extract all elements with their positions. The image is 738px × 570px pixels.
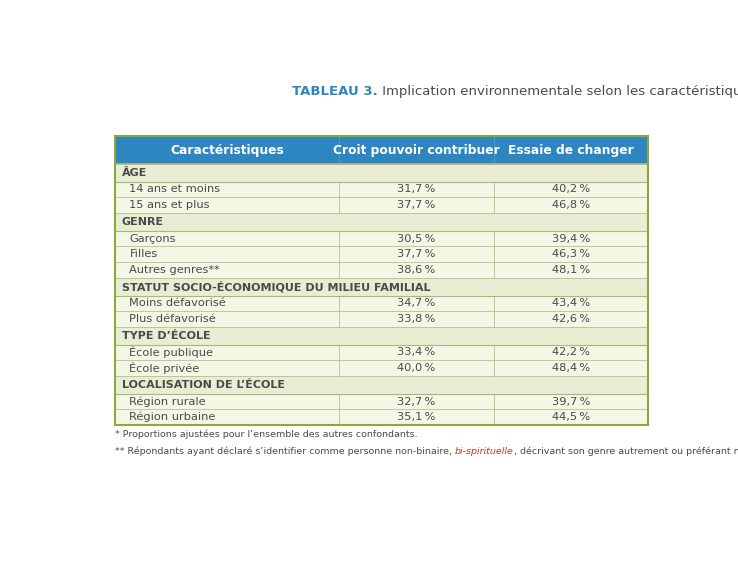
- Bar: [494, 246, 648, 262]
- Text: Région urbaine: Région urbaine: [129, 412, 215, 422]
- Bar: [494, 311, 648, 327]
- Bar: [494, 262, 648, 278]
- Bar: [494, 136, 648, 164]
- Text: Région rurale: Région rurale: [129, 396, 206, 407]
- Bar: [115, 231, 339, 246]
- Bar: [494, 182, 648, 197]
- Text: 33,8 %: 33,8 %: [397, 314, 435, 324]
- Bar: [115, 394, 339, 409]
- Bar: [115, 295, 339, 311]
- Text: 34,7 %: 34,7 %: [397, 298, 435, 308]
- Text: Essaie de changer: Essaie de changer: [508, 144, 634, 157]
- Text: GENRE: GENRE: [122, 217, 164, 227]
- Text: TABLEAU 3.: TABLEAU 3.: [292, 85, 379, 97]
- Bar: [115, 311, 339, 327]
- Text: STATUT SOCIO-ÉCONOMIQUE DU MILIEU FAMILIAL: STATUT SOCIO-ÉCONOMIQUE DU MILIEU FAMILI…: [122, 281, 430, 292]
- Text: 40,0 %: 40,0 %: [397, 363, 435, 373]
- Text: Caractéristiques: Caractéristiques: [170, 144, 284, 157]
- Bar: [494, 197, 648, 213]
- Text: 37,7 %: 37,7 %: [397, 200, 435, 210]
- Bar: [115, 164, 648, 182]
- Text: 46,8 %: 46,8 %: [552, 200, 590, 210]
- Text: Filles: Filles: [129, 249, 158, 259]
- Bar: [115, 246, 339, 262]
- Text: 48,1 %: 48,1 %: [552, 264, 590, 275]
- Bar: [494, 409, 648, 425]
- Text: 40,2 %: 40,2 %: [552, 185, 590, 194]
- Bar: [494, 231, 648, 246]
- Text: bi-spirituelle: bi-spirituelle: [455, 447, 514, 456]
- Text: École publique: École publique: [129, 347, 213, 359]
- Bar: [115, 360, 339, 376]
- Text: Garçons: Garçons: [129, 234, 176, 243]
- Bar: [115, 409, 339, 425]
- Bar: [115, 182, 339, 197]
- Bar: [115, 262, 339, 278]
- Text: 39,7 %: 39,7 %: [552, 397, 590, 406]
- Text: Implication environnementale selon les caractéristiques des répondants*: Implication environnementale selon les c…: [379, 85, 738, 97]
- Text: 33,4 %: 33,4 %: [397, 348, 435, 357]
- Text: LOCALISATION DE L’ÉCOLE: LOCALISATION DE L’ÉCOLE: [122, 380, 285, 390]
- Bar: [115, 213, 648, 231]
- Text: 39,4 %: 39,4 %: [552, 234, 590, 243]
- Text: 46,3 %: 46,3 %: [552, 249, 590, 259]
- Text: ** Répondants ayant déclaré s’identifier comme personne non-binaire,: ** Répondants ayant déclaré s’identifier…: [115, 446, 455, 456]
- Text: 14 ans et moins: 14 ans et moins: [129, 185, 221, 194]
- Text: Moins défavorisé: Moins défavorisé: [129, 298, 226, 308]
- Text: 42,2 %: 42,2 %: [552, 348, 590, 357]
- Text: 15 ans et plus: 15 ans et plus: [129, 200, 210, 210]
- Text: ÂGE: ÂGE: [122, 168, 148, 178]
- Bar: [494, 345, 648, 360]
- Bar: [339, 262, 494, 278]
- Bar: [339, 311, 494, 327]
- Text: 32,7 %: 32,7 %: [397, 397, 435, 406]
- Text: TYPE D’ÉCOLE: TYPE D’ÉCOLE: [122, 331, 210, 341]
- Bar: [339, 231, 494, 246]
- Text: , décrivant son genre autrement ou préférant ne pas répondre.: , décrivant son genre autrement ou préfé…: [514, 446, 738, 456]
- Text: Plus défavorisé: Plus défavorisé: [129, 314, 216, 324]
- Text: 43,4 %: 43,4 %: [552, 298, 590, 308]
- Bar: [115, 278, 648, 295]
- Bar: [339, 295, 494, 311]
- Bar: [115, 345, 339, 360]
- Bar: [115, 136, 339, 164]
- Text: 48,4 %: 48,4 %: [552, 363, 590, 373]
- Bar: [115, 327, 648, 345]
- Text: 30,5 %: 30,5 %: [397, 234, 435, 243]
- Text: 37,7 %: 37,7 %: [397, 249, 435, 259]
- Text: 38,6 %: 38,6 %: [397, 264, 435, 275]
- Bar: [339, 345, 494, 360]
- Bar: [339, 394, 494, 409]
- Text: 35,1 %: 35,1 %: [397, 412, 435, 422]
- Text: Autres genres**: Autres genres**: [129, 264, 220, 275]
- Text: Croit pouvoir contribuer: Croit pouvoir contribuer: [333, 144, 500, 157]
- Bar: [339, 360, 494, 376]
- Bar: [494, 360, 648, 376]
- Bar: [494, 295, 648, 311]
- Text: 42,6 %: 42,6 %: [552, 314, 590, 324]
- Text: 44,5 %: 44,5 %: [552, 412, 590, 422]
- Bar: [339, 246, 494, 262]
- Bar: [339, 409, 494, 425]
- Text: * Proportions ajustées pour l’ensemble des autres confondants.: * Proportions ajustées pour l’ensemble d…: [115, 430, 418, 439]
- Bar: [494, 394, 648, 409]
- Bar: [339, 182, 494, 197]
- Text: École privée: École privée: [129, 362, 200, 374]
- Bar: [115, 376, 648, 394]
- Bar: [339, 136, 494, 164]
- Text: 31,7 %: 31,7 %: [397, 185, 435, 194]
- Bar: [339, 197, 494, 213]
- Bar: [115, 197, 339, 213]
